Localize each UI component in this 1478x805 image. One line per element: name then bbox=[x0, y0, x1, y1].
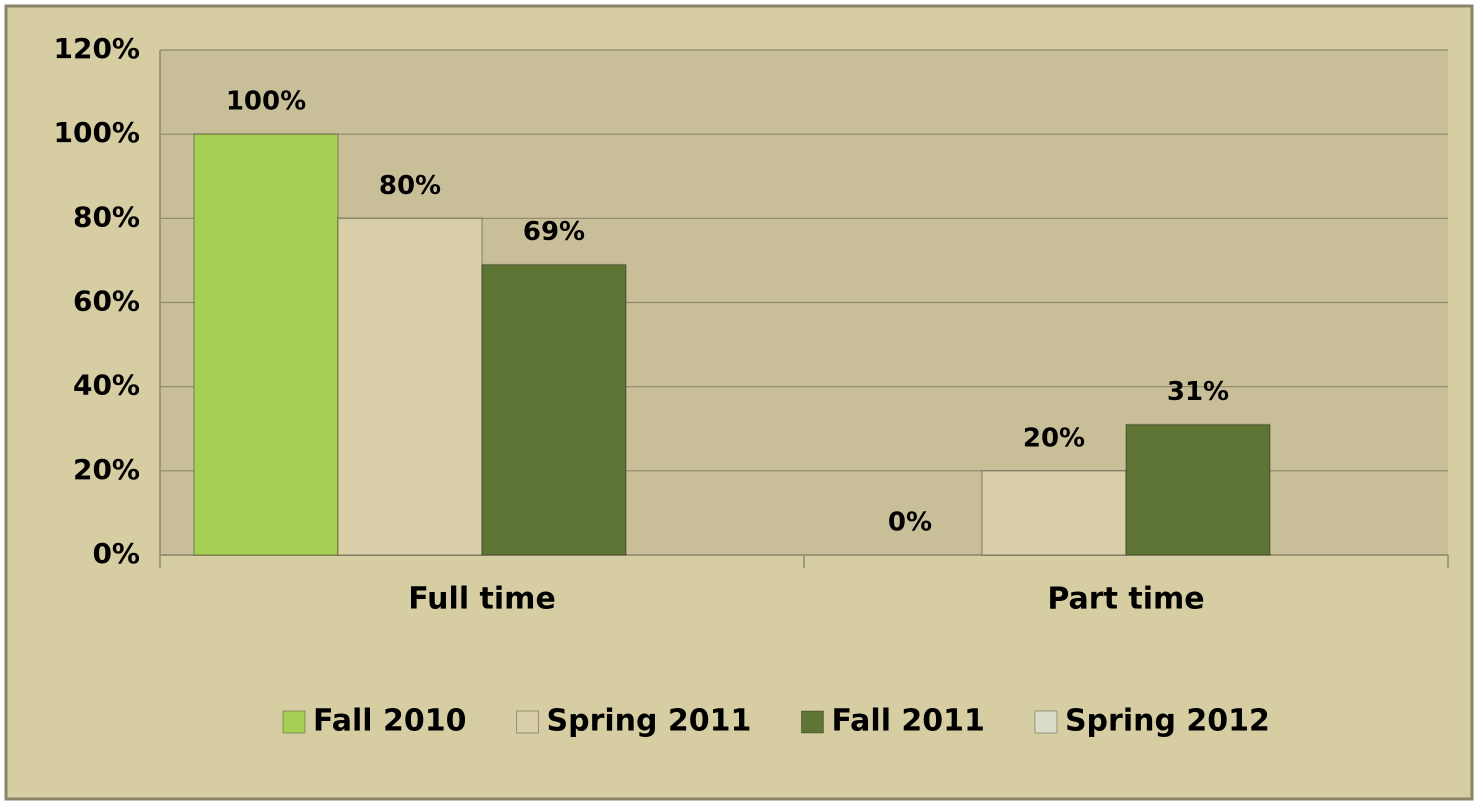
y-tick-label: 20% bbox=[73, 453, 140, 486]
legend-swatch bbox=[282, 710, 306, 734]
legend-swatch bbox=[516, 710, 539, 734]
value-label: 80% bbox=[379, 171, 441, 201]
y-tick-label: 0% bbox=[92, 537, 140, 570]
y-tick-label: 60% bbox=[73, 285, 140, 318]
value-label: 100% bbox=[226, 87, 306, 117]
bar bbox=[981, 470, 1127, 556]
x-tick-label: Part time bbox=[1047, 582, 1204, 617]
bar bbox=[1125, 423, 1271, 556]
value-label: 20% bbox=[1023, 423, 1085, 453]
y-tick-label: 80% bbox=[73, 200, 140, 233]
y-tick-label: 40% bbox=[73, 369, 140, 402]
y-tick-label: 100% bbox=[53, 116, 140, 149]
legend-label: Fall 2010 bbox=[313, 704, 467, 739]
legend-swatch bbox=[1034, 710, 1058, 734]
bar bbox=[193, 133, 339, 556]
value-label: 0% bbox=[888, 508, 932, 538]
x-tick-label: Full time bbox=[408, 582, 556, 617]
value-label: 69% bbox=[523, 217, 585, 247]
y-tick-label: 120% bbox=[53, 32, 140, 65]
legend-swatch bbox=[800, 710, 824, 734]
legend-label: Spring 2011 bbox=[547, 704, 752, 739]
legend-label: Fall 2011 bbox=[831, 704, 985, 739]
legend-label: Spring 2012 bbox=[1065, 704, 1270, 739]
value-label: 31% bbox=[1167, 377, 1229, 407]
bar bbox=[481, 263, 627, 556]
bar bbox=[337, 217, 483, 556]
